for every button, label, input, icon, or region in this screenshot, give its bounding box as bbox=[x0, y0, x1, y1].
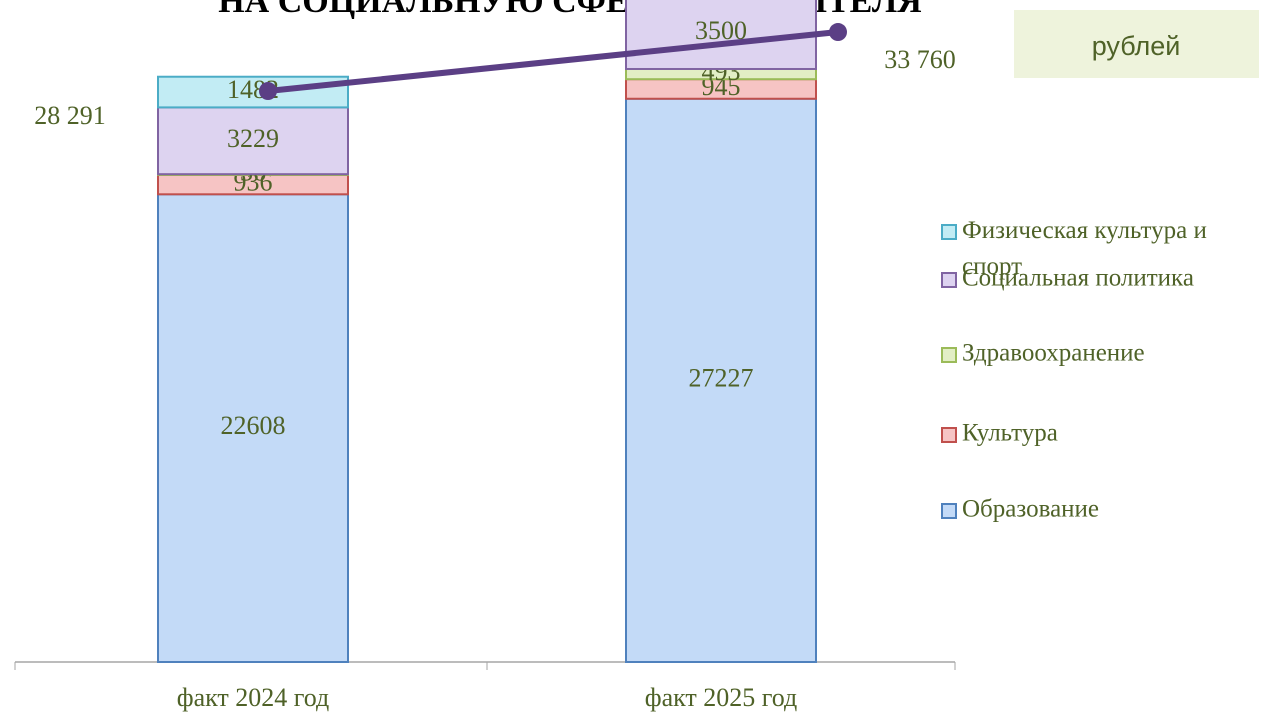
data-label: 22608 bbox=[221, 411, 286, 440]
total-label: 33 760 bbox=[884, 45, 956, 74]
unit-box bbox=[1014, 10, 1259, 78]
legend-swatch bbox=[941, 272, 957, 288]
total-point bbox=[259, 82, 277, 101]
legend-swatch bbox=[941, 503, 957, 519]
unit-label: рублей bbox=[1092, 31, 1181, 61]
total-label: 28 291 bbox=[34, 101, 106, 130]
legend-label: Социальная политика bbox=[962, 265, 1194, 292]
data-label: 3229 bbox=[227, 124, 279, 153]
total-line bbox=[267, 29, 839, 95]
legend-label: Здравоохранение bbox=[962, 340, 1145, 367]
legend-label: Образование bbox=[962, 496, 1099, 523]
bar-segment bbox=[157, 75, 349, 109]
bar-segment bbox=[157, 106, 349, 176]
bar-segment bbox=[625, 0, 817, 70]
x-tick-label: факт 2024 год bbox=[177, 683, 330, 712]
legend-label: Культура bbox=[962, 420, 1058, 447]
bar-segment bbox=[625, 97, 817, 663]
x-tick-label: факт 2025 год bbox=[645, 683, 798, 712]
legend-swatch bbox=[941, 224, 957, 240]
data-label: 27227 bbox=[689, 363, 754, 392]
legend-label: Физическая культура и спорт bbox=[962, 217, 1207, 280]
legend-swatch bbox=[941, 427, 957, 443]
total-point bbox=[829, 23, 847, 42]
legend-swatch bbox=[941, 347, 957, 363]
